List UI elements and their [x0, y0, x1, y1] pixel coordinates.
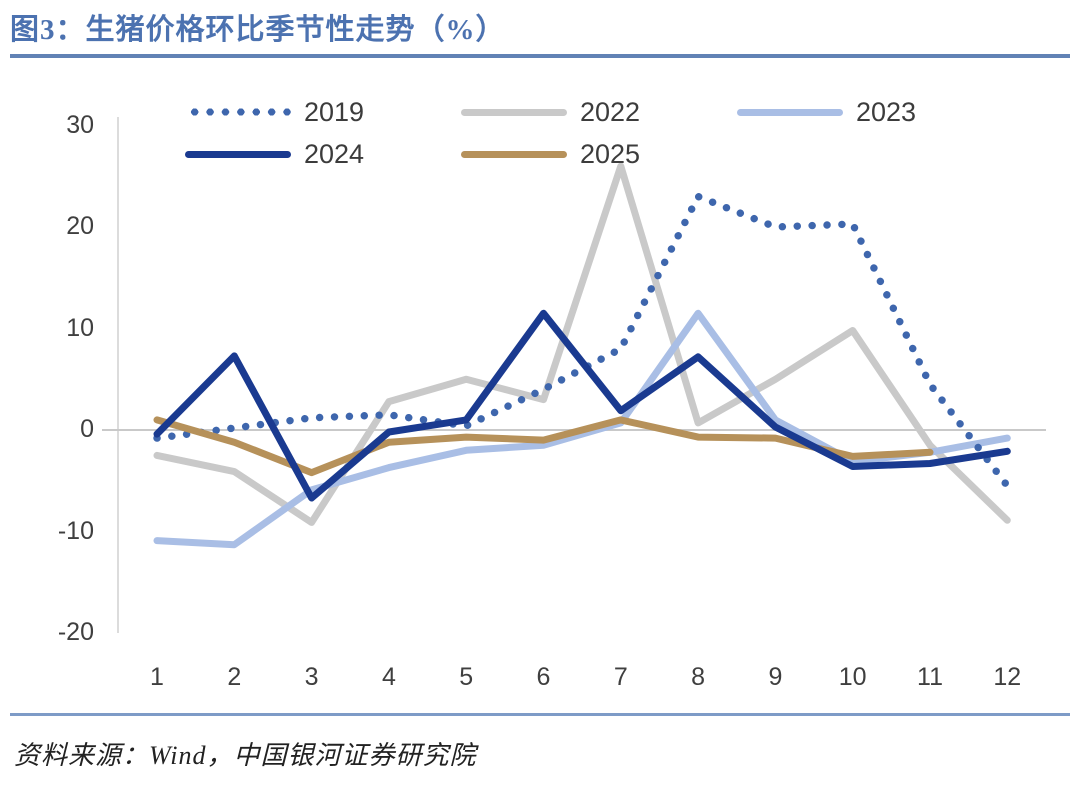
legend-label-2019: 2019: [304, 96, 365, 127]
legend-swatch-2023-line: [737, 108, 843, 116]
y-tick-0: 0: [80, 415, 94, 443]
x-tick-3: 3: [304, 663, 319, 691]
y-tick-10: 10: [66, 313, 94, 342]
x-tick-12: 12: [993, 663, 1022, 691]
legend-item-2019: 2019: [185, 97, 364, 127]
series-2022-line: [153, 162, 1011, 526]
x-tick-7: 7: [613, 663, 628, 691]
y-tick--10: -10: [57, 516, 94, 545]
legend-swatch-2024-line: [185, 150, 291, 158]
footer-rule: [10, 713, 1070, 716]
legend-swatch-2019-dotted-line: [185, 108, 291, 116]
legend-swatch-2025-line: [461, 150, 567, 158]
series-2025-line: [153, 416, 934, 477]
legend-label-2023: 2023: [856, 96, 917, 127]
x-tick-5: 5: [459, 663, 474, 691]
legend-item-2025: 2025: [461, 139, 640, 169]
x-tick-6: 6: [536, 663, 551, 691]
legend-swatch-2022-line: [461, 108, 567, 116]
x-tick-10: 10: [838, 663, 867, 691]
legend-label-2025: 2025: [580, 138, 641, 169]
x-tick-8: 8: [691, 663, 706, 691]
legend-item-2022: 2022: [461, 97, 640, 127]
series-2023-line: [153, 309, 1011, 549]
title-underline: [10, 54, 1070, 58]
series-2024-line: [153, 309, 1011, 502]
legend-label-2022: 2022: [580, 96, 641, 127]
y-tick-30: 30: [66, 110, 94, 139]
x-tick-1: 1: [150, 663, 164, 691]
legend-label-2024: 2024: [304, 138, 365, 169]
x-tick-4: 4: [381, 663, 396, 691]
legend-item-2024: 2024: [185, 139, 364, 169]
figure-title: 图3：生猪价格环比季节性走势（%）: [10, 14, 506, 46]
x-tick-9: 9: [768, 663, 783, 691]
x-tick-11: 11: [917, 663, 943, 691]
source-note: 资料来源：Wind，中国银河证券研究院: [14, 741, 477, 770]
x-tick-2: 2: [227, 663, 242, 691]
y-tick-20: 20: [66, 212, 94, 240]
legend-item-2023: 2023: [737, 97, 916, 127]
y-tick--20: -20: [57, 618, 94, 646]
